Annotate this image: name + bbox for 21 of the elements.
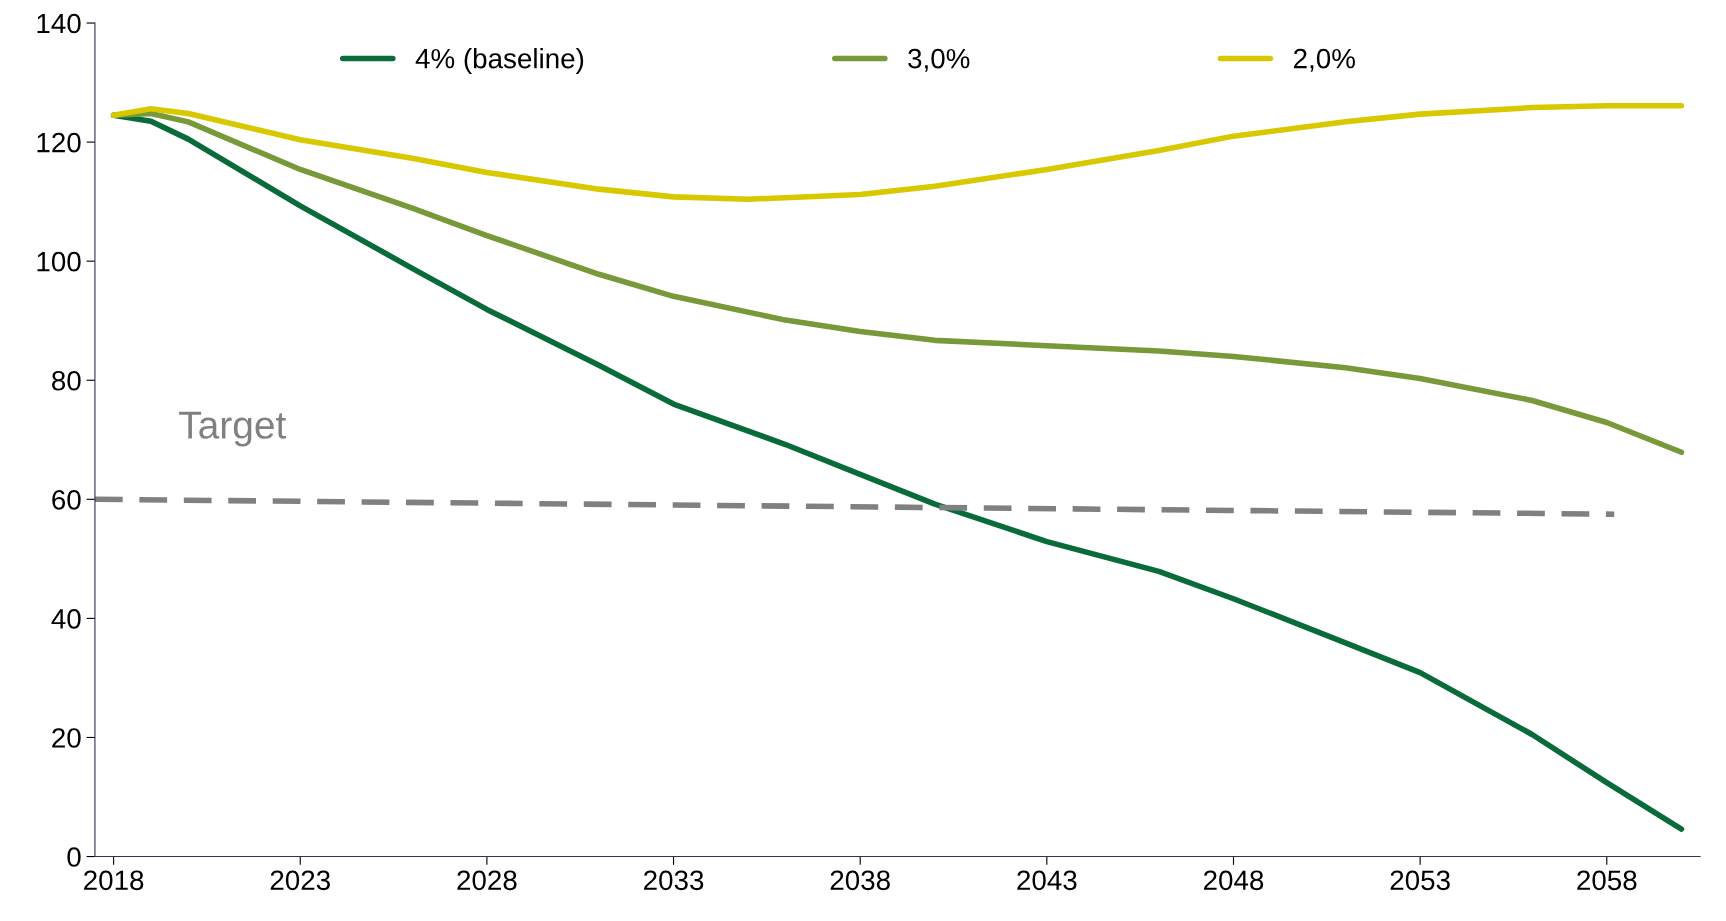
x-tick-label: 2043	[1017, 870, 1077, 891]
y-tick-label: 120	[37, 132, 81, 153]
series-label: Target	[179, 411, 287, 447]
y-tick-label: 20	[52, 728, 81, 748]
x-tick-label: 2028	[457, 870, 517, 891]
y-tick-label: 40	[51, 609, 81, 629]
legend-label: 2,0%	[1294, 48, 1355, 72]
y-tick-label: 100	[37, 251, 81, 272]
y-tick-label: 60	[52, 489, 81, 510]
legend-label: 3,0%	[908, 48, 970, 72]
x-tick-label: 2038	[830, 870, 890, 891]
x-tick-label: 2058	[1577, 870, 1637, 891]
x-tick-label: 2023	[270, 870, 330, 891]
legend-label: 4% (baseline)	[415, 48, 584, 74]
x-tick-label: 2053	[1390, 870, 1450, 891]
y-tick-label: 80	[52, 370, 81, 391]
x-tick-label: 2033	[644, 870, 704, 891]
y-tick-label: 140	[37, 13, 81, 34]
y-tick-label: 0	[67, 847, 81, 867]
x-tick-label: 2048	[1203, 870, 1264, 891]
x-tick-label: 2018	[84, 870, 144, 891]
